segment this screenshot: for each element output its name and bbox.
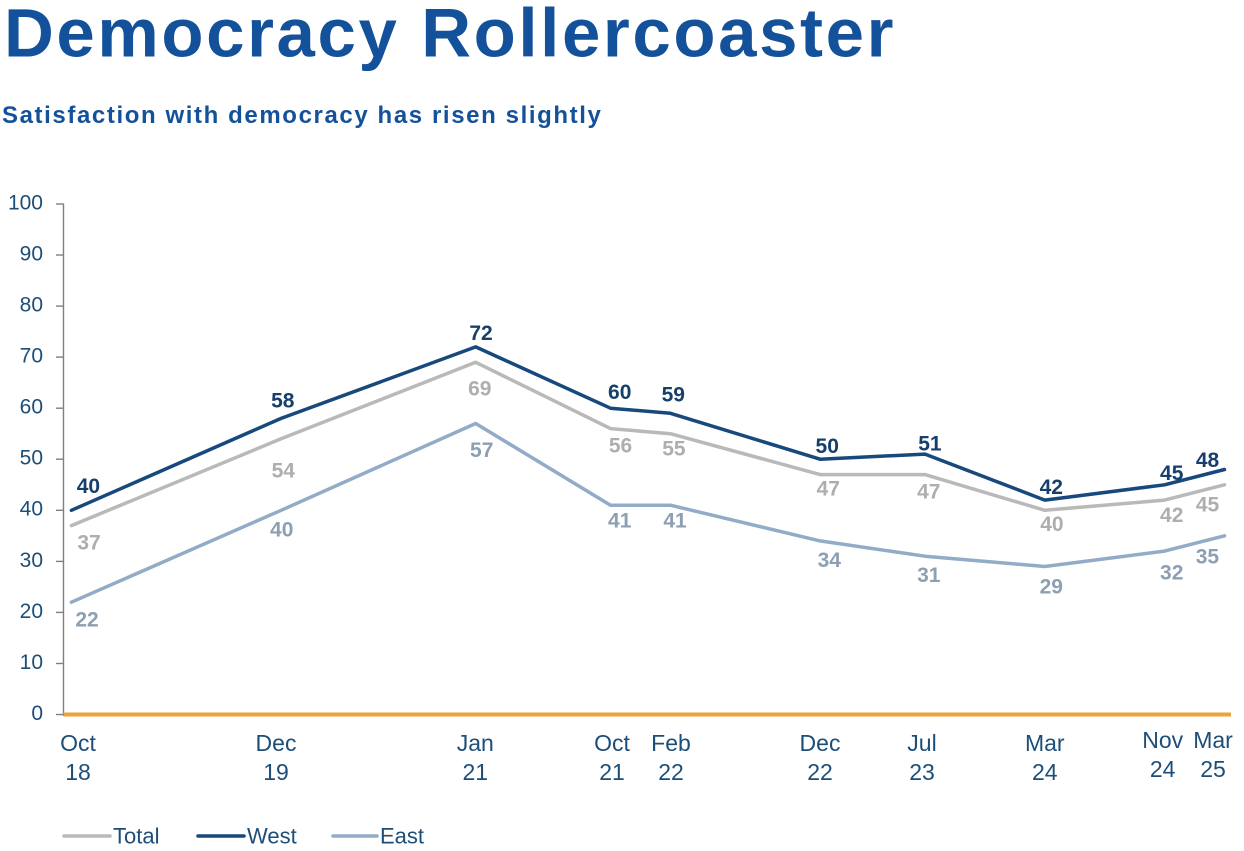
svg-text:Dec: Dec <box>256 730 297 756</box>
svg-text:45: 45 <box>1196 494 1220 517</box>
svg-text:Total: Total <box>113 824 159 849</box>
svg-text:42: 42 <box>1160 504 1183 527</box>
svg-text:60: 60 <box>20 396 43 419</box>
svg-text:29: 29 <box>1040 575 1063 598</box>
svg-text:41: 41 <box>608 509 632 532</box>
svg-text:22: 22 <box>75 608 98 631</box>
svg-text:19: 19 <box>263 759 289 785</box>
svg-text:80: 80 <box>20 294 43 317</box>
svg-text:100: 100 <box>8 191 43 214</box>
svg-text:90: 90 <box>20 242 43 265</box>
svg-text:40: 40 <box>77 475 100 498</box>
svg-text:55: 55 <box>662 438 686 461</box>
svg-text:31: 31 <box>917 564 941 587</box>
svg-text:42: 42 <box>1040 476 1063 499</box>
svg-text:69: 69 <box>468 378 491 401</box>
svg-text:Feb: Feb <box>651 730 691 756</box>
svg-text:0: 0 <box>31 702 43 725</box>
svg-text:23: 23 <box>909 759 935 785</box>
svg-text:Jan: Jan <box>457 730 494 756</box>
svg-text:60: 60 <box>608 381 631 404</box>
svg-text:East: East <box>380 824 424 849</box>
svg-text:West: West <box>247 824 297 849</box>
svg-text:35: 35 <box>1196 545 1220 568</box>
svg-text:51: 51 <box>918 433 942 456</box>
svg-text:50: 50 <box>20 447 43 470</box>
svg-text:25: 25 <box>1200 756 1226 782</box>
svg-text:24: 24 <box>1150 756 1176 782</box>
svg-text:59: 59 <box>662 383 685 406</box>
svg-text:Oct: Oct <box>594 730 630 756</box>
svg-text:22: 22 <box>807 759 833 785</box>
svg-text:Nov: Nov <box>1142 727 1183 753</box>
svg-text:Satisfaction with democracy ha: Satisfaction with democracy has risen sl… <box>2 102 602 129</box>
svg-text:20: 20 <box>20 600 43 623</box>
svg-text:70: 70 <box>20 345 43 368</box>
svg-text:58: 58 <box>271 390 295 413</box>
svg-text:40: 40 <box>1040 513 1063 536</box>
svg-text:45: 45 <box>1160 462 1184 485</box>
svg-text:72: 72 <box>469 322 492 345</box>
svg-text:Oct: Oct <box>60 730 96 756</box>
svg-text:48: 48 <box>1196 449 1220 472</box>
svg-text:18: 18 <box>65 759 91 785</box>
svg-text:47: 47 <box>817 477 840 500</box>
svg-text:32: 32 <box>1160 562 1183 585</box>
svg-text:10: 10 <box>20 651 43 674</box>
svg-text:24: 24 <box>1032 759 1058 785</box>
svg-text:22: 22 <box>658 759 684 785</box>
svg-text:30: 30 <box>20 549 43 572</box>
svg-text:40: 40 <box>20 498 43 521</box>
svg-text:Jul: Jul <box>907 730 936 756</box>
svg-text:40: 40 <box>270 519 293 542</box>
svg-text:37: 37 <box>77 531 100 554</box>
svg-text:34: 34 <box>818 549 842 572</box>
svg-text:41: 41 <box>663 509 687 532</box>
svg-text:21: 21 <box>599 759 625 785</box>
svg-text:47: 47 <box>917 481 940 504</box>
svg-text:21: 21 <box>463 759 489 785</box>
svg-text:Mar: Mar <box>1193 727 1233 753</box>
svg-text:Mar: Mar <box>1025 730 1065 756</box>
svg-text:Democracy Rollercoaster: Democracy Rollercoaster <box>4 0 896 72</box>
svg-text:Dec: Dec <box>800 730 841 756</box>
svg-text:57: 57 <box>470 439 493 462</box>
svg-text:50: 50 <box>816 435 839 458</box>
svg-text:54: 54 <box>272 459 296 482</box>
svg-text:56: 56 <box>609 435 632 458</box>
